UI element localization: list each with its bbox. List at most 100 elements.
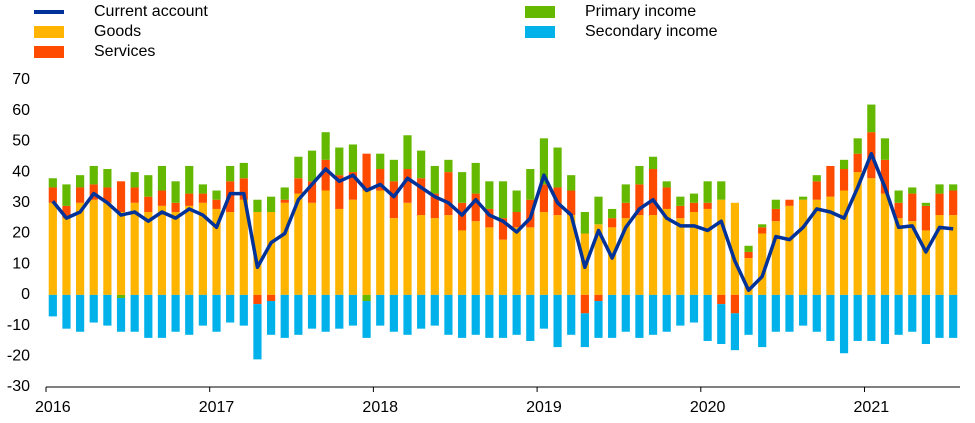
bar-segment bbox=[771, 294, 780, 332]
x-tick-label: 2018 bbox=[362, 399, 398, 416]
y-tick-label: 70 bbox=[12, 71, 30, 88]
bar-segment bbox=[348, 144, 358, 173]
bar-segment bbox=[444, 159, 453, 173]
bar-segment bbox=[662, 294, 671, 332]
bar-segment bbox=[758, 294, 767, 348]
bar-segment bbox=[212, 294, 221, 332]
y-tick-label: 60 bbox=[12, 102, 30, 119]
bar-segment bbox=[307, 181, 317, 203]
bar-segment bbox=[103, 202, 112, 295]
bar-segment bbox=[239, 294, 248, 326]
bar-segment bbox=[362, 301, 371, 338]
bar-segment bbox=[908, 187, 917, 194]
bar-segment bbox=[376, 294, 385, 326]
bar-segment bbox=[921, 294, 930, 345]
bar-segment bbox=[717, 294, 726, 305]
bar-segment bbox=[198, 193, 207, 203]
bar-segment bbox=[662, 181, 671, 188]
bar-segment bbox=[567, 175, 576, 191]
bar-segment bbox=[253, 212, 262, 295]
bar-segment bbox=[335, 294, 344, 329]
bar-segment bbox=[567, 215, 576, 295]
bar-segment bbox=[116, 181, 126, 213]
bar-segment bbox=[880, 138, 890, 160]
bar-segment bbox=[116, 294, 126, 298]
bar-segment bbox=[403, 135, 412, 170]
bar-segment bbox=[921, 205, 930, 231]
bar-segment bbox=[253, 294, 262, 305]
bar-segment bbox=[839, 159, 849, 170]
bar-segment bbox=[498, 239, 508, 295]
bar-segment bbox=[376, 190, 385, 295]
bar-segment bbox=[335, 175, 344, 209]
y-tick-label: -20 bbox=[7, 348, 30, 365]
bar-segment bbox=[103, 187, 112, 203]
bar-segment bbox=[485, 227, 494, 295]
bar-segment bbox=[76, 187, 85, 203]
bar-segment bbox=[212, 199, 221, 209]
bar-segment bbox=[935, 215, 944, 295]
bar-segment bbox=[785, 205, 794, 295]
bar-segment bbox=[758, 233, 767, 295]
bar-segment bbox=[717, 304, 726, 345]
bar-segment bbox=[144, 212, 153, 295]
bar-segment bbox=[185, 165, 194, 194]
bar-segment bbox=[894, 190, 903, 203]
bar-segment bbox=[580, 212, 589, 234]
bar-segment bbox=[62, 218, 71, 295]
bar-segment bbox=[512, 190, 521, 213]
bar-segment bbox=[239, 199, 248, 295]
bar-segment bbox=[403, 169, 412, 203]
bar-segment bbox=[512, 212, 521, 228]
bar-segment bbox=[880, 159, 890, 194]
bar-segment bbox=[799, 199, 808, 295]
bar-segment bbox=[512, 294, 521, 335]
bar-segment bbox=[498, 181, 508, 219]
bar-segment bbox=[171, 212, 180, 295]
bar-segment bbox=[608, 208, 617, 219]
bar-segment bbox=[130, 202, 139, 295]
bar-segment bbox=[580, 313, 589, 348]
bar-segment bbox=[348, 199, 358, 295]
bar-segment bbox=[812, 175, 821, 182]
bar-segment bbox=[908, 193, 917, 222]
bar-segment bbox=[758, 224, 767, 228]
bar-segment bbox=[635, 165, 644, 185]
bar-segment bbox=[553, 294, 562, 348]
bar-segment bbox=[553, 147, 562, 188]
bar-segment bbox=[430, 218, 439, 295]
bar-segment bbox=[826, 294, 835, 341]
bar-segment bbox=[594, 196, 603, 225]
bar-segment bbox=[144, 196, 153, 213]
bar-segment bbox=[730, 313, 740, 351]
bar-segment bbox=[648, 215, 658, 295]
bar-segment bbox=[457, 294, 467, 338]
bar-segment bbox=[294, 294, 303, 335]
bar-segment bbox=[457, 172, 467, 203]
bar-segment bbox=[935, 193, 944, 216]
bar-segment bbox=[594, 301, 603, 338]
x-tick-label: 2021 bbox=[854, 399, 890, 416]
bar-segment bbox=[539, 212, 549, 295]
bar-segment bbox=[116, 212, 126, 295]
bar-segment bbox=[771, 208, 780, 222]
bar-segment bbox=[703, 208, 712, 295]
bar-segment bbox=[785, 294, 794, 332]
bar-segment bbox=[89, 199, 98, 295]
bar-segment bbox=[130, 187, 139, 203]
bar-segment bbox=[935, 184, 944, 194]
bar-segment bbox=[908, 294, 917, 332]
bar-segment bbox=[853, 138, 862, 154]
bar-segment bbox=[689, 202, 699, 213]
bar-segment bbox=[198, 184, 207, 194]
bar-segment bbox=[949, 184, 958, 191]
x-tick-label: 2019 bbox=[526, 399, 562, 416]
legend-swatch bbox=[525, 26, 555, 38]
bar-segment bbox=[730, 294, 740, 314]
bar-segment bbox=[307, 150, 317, 182]
bar-segment bbox=[512, 227, 521, 295]
bar-segment bbox=[362, 294, 371, 302]
bar-segment bbox=[335, 147, 344, 176]
bar-segment bbox=[826, 196, 835, 295]
